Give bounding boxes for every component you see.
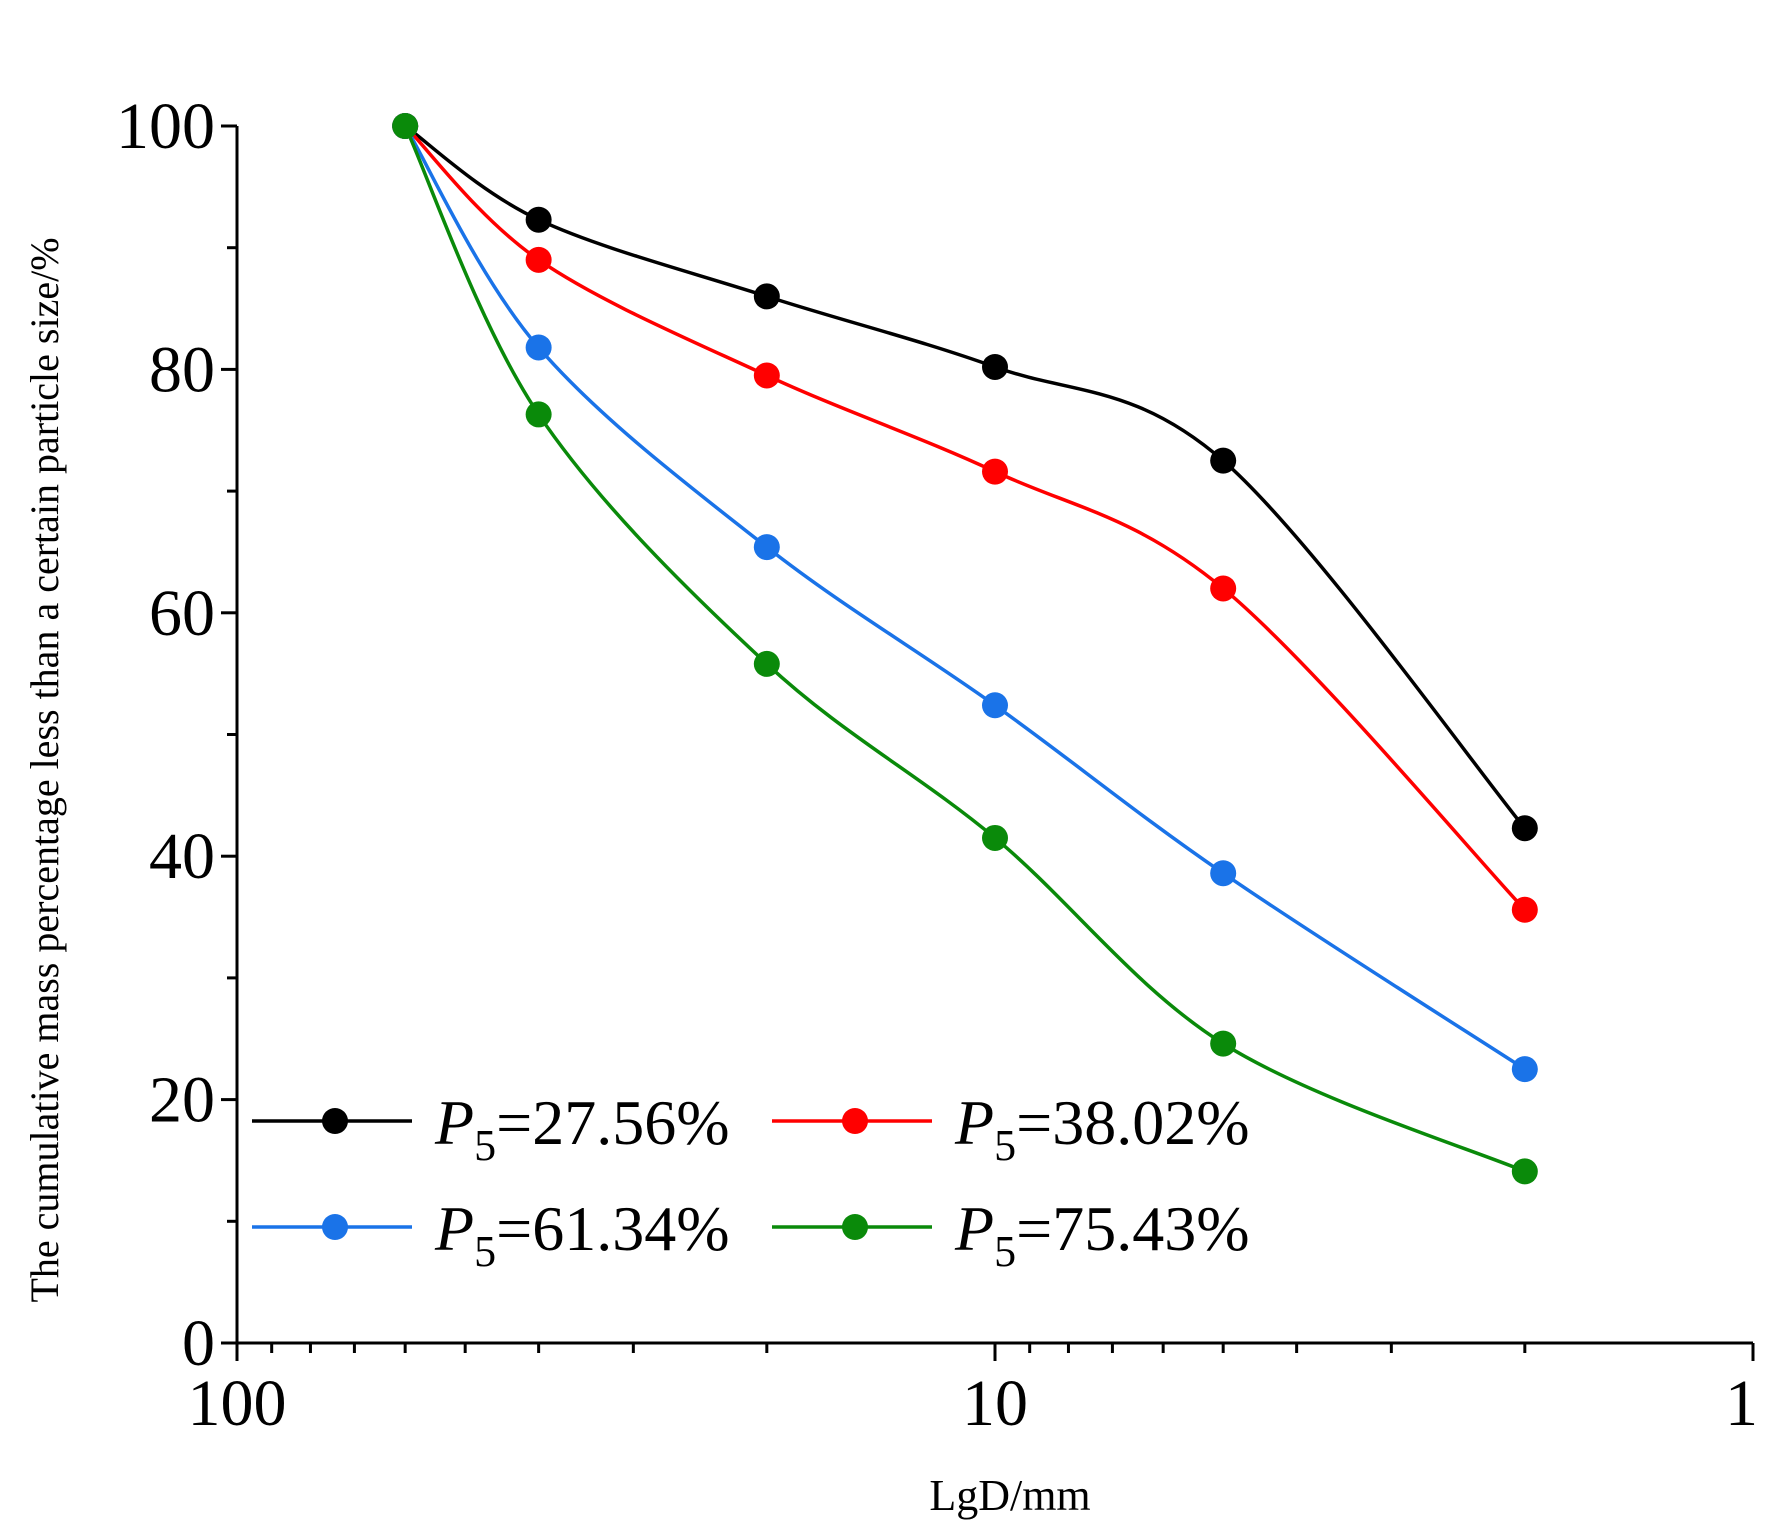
series-points — [392, 113, 1538, 1185]
series-4-point — [982, 824, 1008, 851]
series-line-4 — [403, 125, 1526, 1174]
legend-label-2: P5=38.02% — [954, 1087, 1250, 1170]
legend-label-4: P5=75.43% — [954, 1193, 1250, 1276]
y-tick-label: 20 — [149, 1064, 215, 1137]
series-1-point — [753, 283, 780, 310]
x-axis-label: LgD/mm — [929, 1471, 1090, 1520]
x-tick-label: 100 — [188, 1367, 287, 1440]
series-3-point — [753, 534, 780, 561]
legend-label-1: P5=27.56% — [434, 1087, 730, 1170]
series-2-point — [525, 246, 552, 273]
x-tick-label: 10 — [962, 1367, 1028, 1440]
series-4-point — [392, 113, 419, 139]
series-1-point — [982, 353, 1008, 380]
series-4-point — [525, 401, 552, 428]
y-tick-label: 40 — [149, 820, 215, 893]
x-tick-label: 1 — [1725, 1367, 1758, 1440]
legend-marker-2 — [842, 1108, 868, 1134]
legend-marker-3 — [322, 1214, 348, 1240]
series-4-point — [1511, 1158, 1538, 1185]
axes-layer: 0 20 40 60 80 100 100 10 1 — [116, 90, 1758, 1440]
legend: P5=27.56% P5=38.02% P5=61.34% P5=75.43% — [252, 1087, 1250, 1276]
series-line-2 — [403, 124, 1527, 911]
series-1-point — [1511, 815, 1538, 842]
series-2-point — [1210, 575, 1237, 602]
series-4-point — [753, 650, 780, 677]
series-1-point — [525, 206, 552, 233]
legend-label-3: P5=61.34% — [434, 1193, 730, 1276]
legend-marker-4 — [842, 1214, 868, 1240]
legend-marker-1 — [322, 1108, 348, 1134]
series-2-point — [982, 458, 1008, 485]
series-lines — [403, 124, 1527, 1174]
y-tick-label: 80 — [149, 333, 215, 406]
y-tick-label: 100 — [116, 90, 215, 163]
series-2-point — [753, 362, 780, 389]
series-3-point — [982, 692, 1008, 719]
y-tick-label: 60 — [149, 577, 215, 650]
y-tick-label: 0 — [182, 1307, 215, 1380]
series-line-3 — [403, 125, 1526, 1071]
series-3-point — [1210, 860, 1237, 887]
series-2-point — [1511, 896, 1538, 923]
series-3-point — [525, 334, 552, 361]
series-1-point — [1210, 447, 1237, 474]
series-3-point — [1511, 1056, 1538, 1083]
series-4-point — [1210, 1030, 1237, 1057]
y-axis-label: The cumulative mass percentage less than… — [22, 237, 67, 1302]
